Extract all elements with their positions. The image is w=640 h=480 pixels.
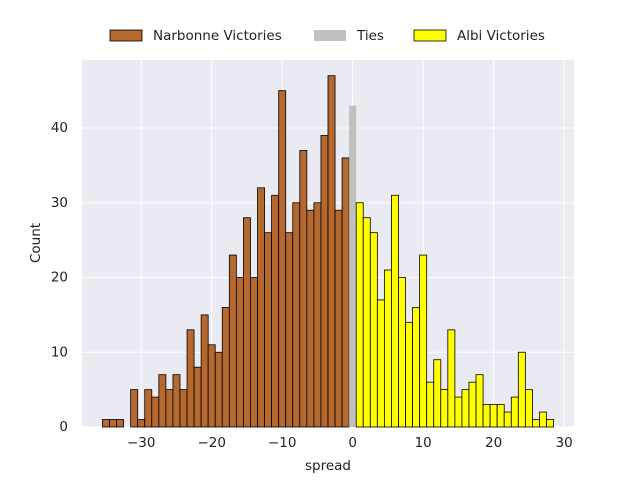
y-axis-label: Count [28,223,44,263]
bar [362,217,371,428]
bar [313,202,322,428]
bar [454,396,463,428]
bar [151,396,160,428]
bar [271,194,280,428]
bar [355,202,364,428]
bar [447,329,456,428]
bar [172,374,181,428]
bar [228,254,237,428]
bar [398,277,406,428]
legend-label: Ties [356,28,384,44]
bar [116,419,124,428]
bar [257,187,265,428]
x-tick-label: 10 [415,435,432,451]
legend-swatch [314,30,346,41]
bar [200,314,209,428]
bar [109,419,117,428]
bar [243,217,251,428]
bar [539,411,547,428]
bar [144,389,153,428]
bar [383,269,392,428]
legend-swatch [109,29,143,42]
bar [440,389,449,428]
bar [405,321,413,428]
bar [341,157,350,428]
bar [320,135,329,428]
bar [489,404,498,428]
bar [285,232,294,428]
x-tick-label: 30 [556,435,573,451]
bar [235,277,244,428]
bar [130,389,139,428]
bar [426,381,435,428]
bar [278,90,287,428]
bar [349,105,357,428]
legend-label: Albi Victories [457,28,545,44]
bar [334,209,343,428]
y-tick-label: 40 [51,120,68,136]
bar [299,150,308,428]
x-tick-label: −10 [268,435,297,451]
y-tick-label: 30 [51,195,68,211]
legend-label: Narbonne Victories [153,28,282,44]
bar [158,374,167,428]
bar [193,366,202,428]
legend-swatch [413,29,447,42]
bar [207,344,216,428]
bar [214,351,223,428]
y-tick-label: 0 [59,419,68,435]
bar [306,209,315,428]
bar [264,232,273,428]
bar [250,277,258,428]
bar [503,411,512,428]
bar [292,202,301,428]
bar [468,381,477,428]
bar [221,307,230,428]
y-tick-label: 10 [51,344,68,360]
bar [517,351,526,428]
x-tick-label: 20 [485,435,502,451]
bar [510,396,519,428]
bar [532,419,540,428]
bar [376,299,385,428]
bar [524,389,533,428]
y-tick-label: 20 [51,270,68,286]
bar [102,419,110,428]
x-tick-label: −30 [127,435,156,451]
bar [482,404,491,428]
bar [419,254,428,428]
bar [186,329,195,428]
bar [461,389,470,428]
bar [137,419,146,428]
bar [433,359,442,428]
bar [496,404,505,428]
bar [369,232,378,428]
bar [165,389,174,428]
x-axis-label: spread [305,458,351,474]
x-tick-label: −20 [197,435,226,451]
bar [179,389,188,428]
bar [475,374,484,428]
x-tick-label: 0 [348,435,357,451]
bar [327,75,336,428]
bar [412,307,421,428]
bar [391,194,399,428]
bar [546,419,554,428]
